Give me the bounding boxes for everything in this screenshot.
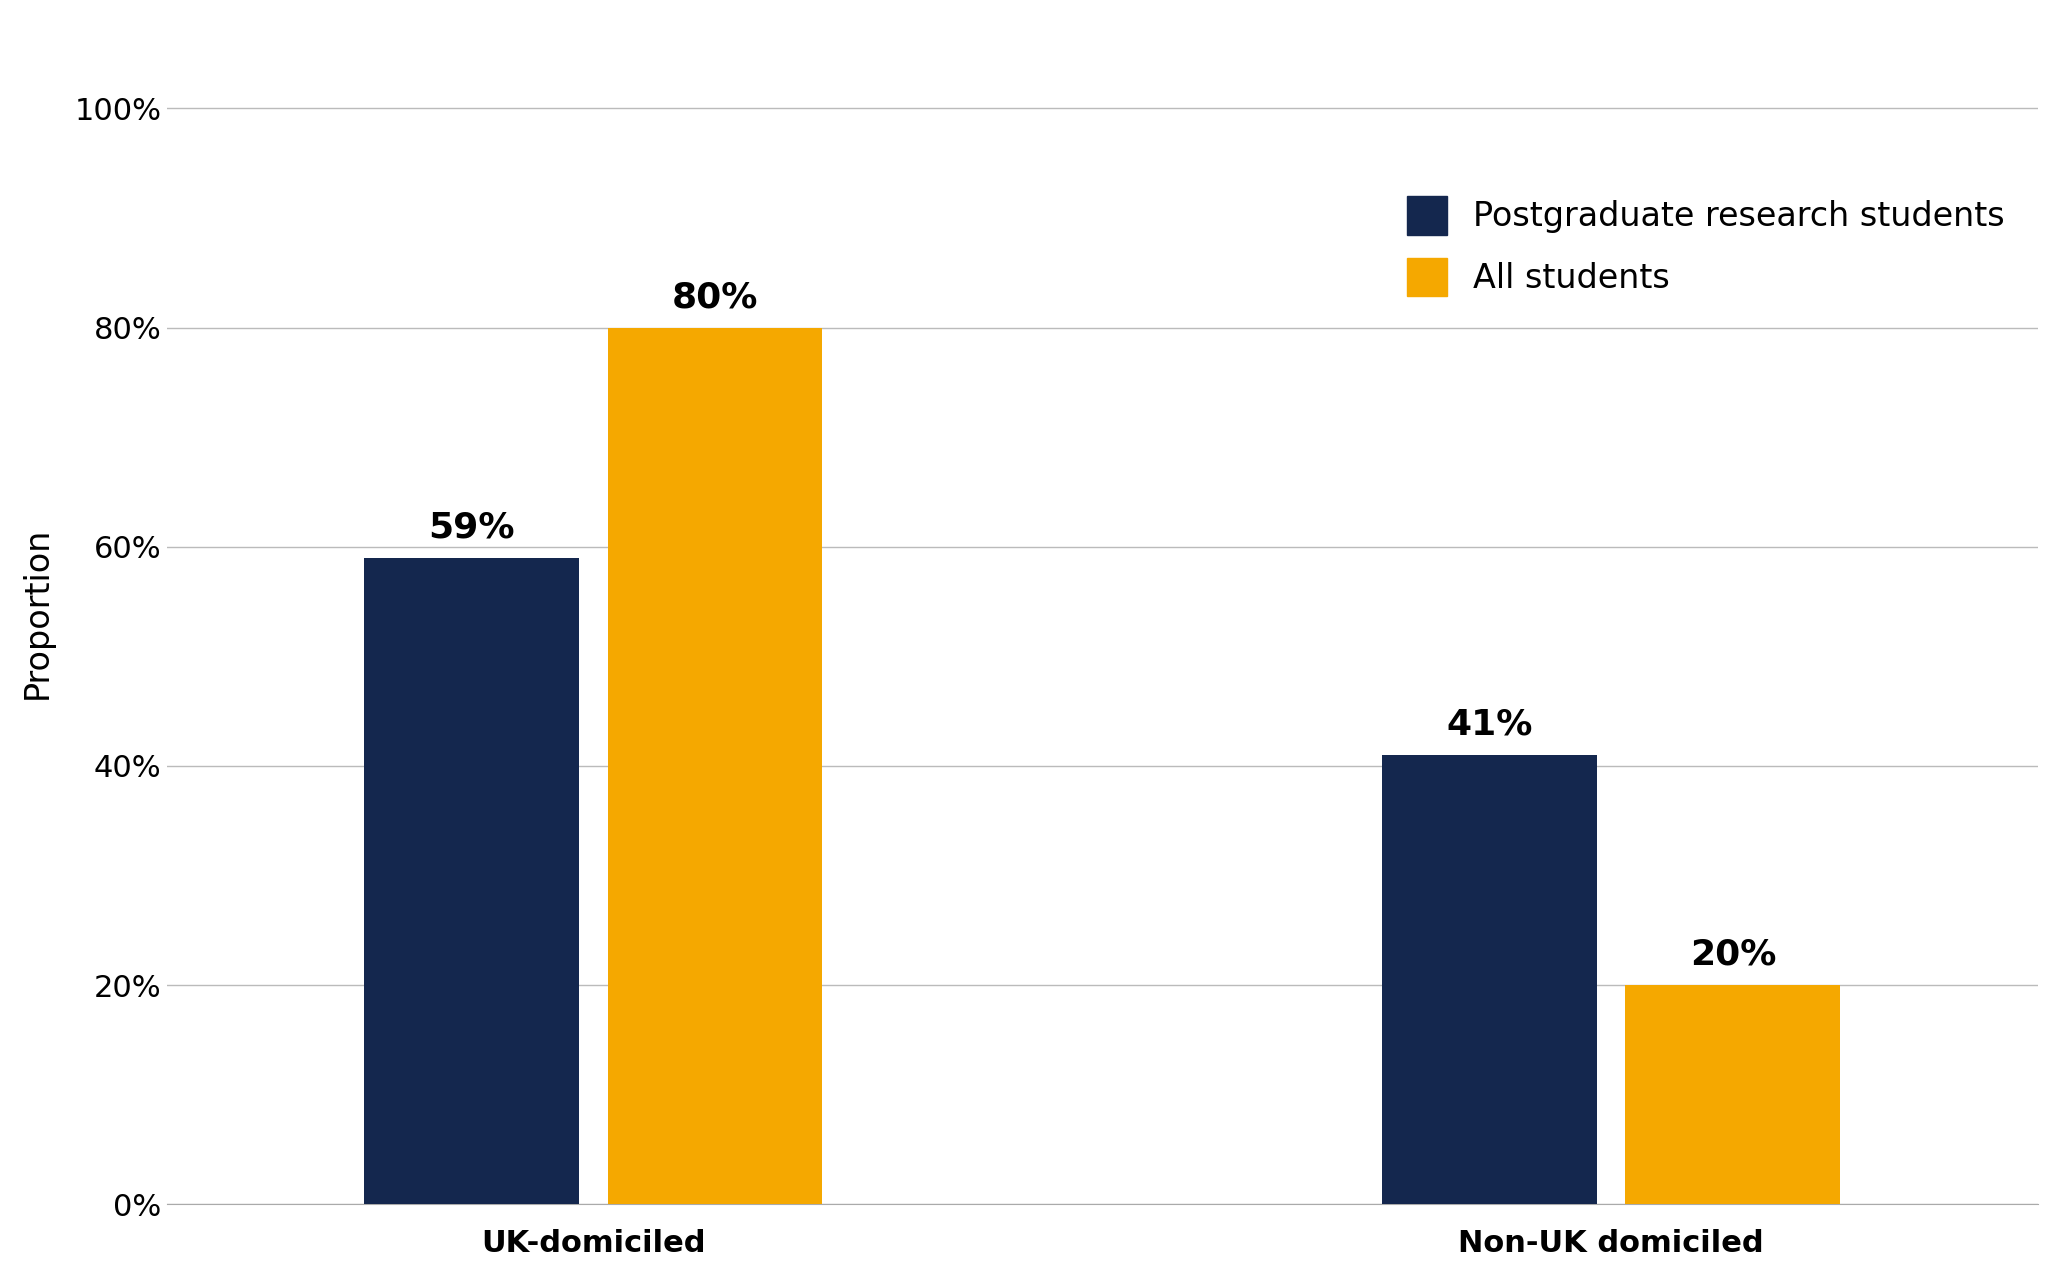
Text: 59%: 59% [428,510,515,545]
Bar [1382,755,1598,1204]
Legend: Postgraduate research students, All students: Postgraduate research students, All stud… [1390,179,2022,313]
Text: 20%: 20% [1690,938,1777,972]
Bar [1625,985,1841,1204]
Y-axis label: Proportion: Proportion [21,527,54,698]
Bar [364,558,579,1204]
Bar [607,327,822,1204]
Text: 41%: 41% [1447,707,1532,742]
Text: 80%: 80% [671,280,758,315]
